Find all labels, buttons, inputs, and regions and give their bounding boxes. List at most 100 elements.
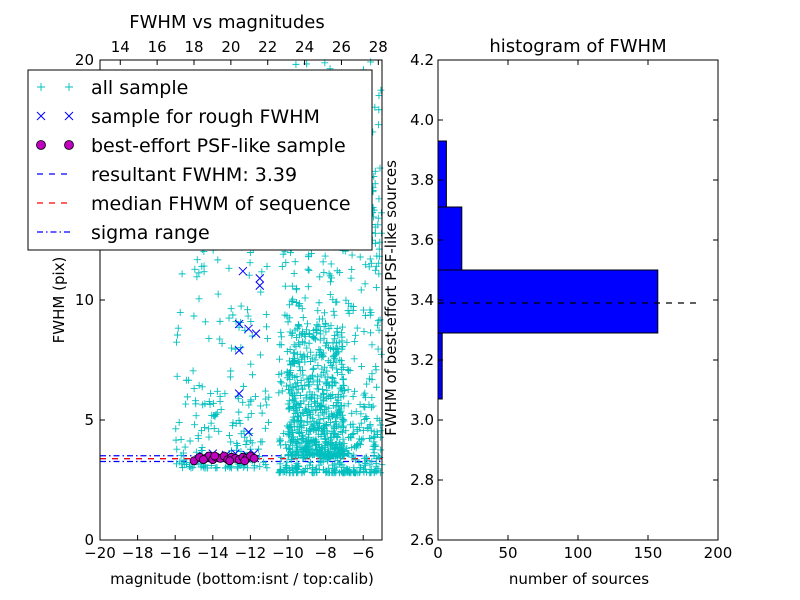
all-sample-point	[366, 311, 374, 319]
all-sample-point	[295, 323, 303, 331]
all-sample-point	[303, 353, 311, 361]
all-sample-point	[210, 424, 218, 432]
all-sample-point	[275, 389, 283, 397]
all-sample-point	[316, 336, 324, 344]
all-sample-point	[319, 258, 327, 266]
all-sample-point	[212, 411, 220, 419]
all-sample-point	[336, 402, 344, 410]
all-sample-point	[298, 409, 306, 417]
top-x-tick-label: 28	[369, 38, 388, 56]
all-sample-point	[284, 386, 292, 394]
all-sample-point	[258, 268, 266, 276]
all-sample-point	[205, 335, 213, 343]
all-sample-point	[322, 422, 330, 430]
all-sample-point	[292, 60, 300, 68]
all-sample-point	[180, 456, 188, 464]
all-sample-point	[289, 383, 297, 391]
all-sample-point	[293, 372, 301, 380]
all-sample-point	[261, 424, 269, 432]
all-sample-point	[258, 409, 266, 417]
all-sample-point	[232, 419, 240, 427]
all-sample-point	[377, 350, 385, 358]
all-sample-point	[311, 356, 319, 364]
histogram-ticks: 0 50 100 150 200 2.6 2.8 3.0 3.2 3.4 3.6 3.8 4.0 4.2	[410, 51, 732, 562]
all-sample-point	[313, 437, 321, 445]
all-sample-point	[326, 291, 334, 299]
all-sample-point	[246, 259, 254, 267]
all-sample-point	[286, 421, 294, 429]
all-sample-point	[314, 307, 322, 315]
all-sample-point	[361, 389, 369, 397]
y-tick-label: 4.2	[410, 51, 434, 69]
all-sample-point	[371, 239, 379, 247]
legend-label: sample for rough FWHM	[91, 106, 320, 128]
all-sample-point	[234, 442, 242, 450]
legend-marker	[64, 111, 74, 121]
all-sample-point	[305, 382, 313, 390]
all-sample-point	[375, 326, 383, 334]
all-sample-point	[286, 346, 294, 354]
all-sample-point	[373, 428, 381, 436]
all-sample-point	[316, 416, 324, 424]
all-sample-point	[331, 430, 339, 438]
all-sample-point	[350, 451, 358, 459]
all-sample-point	[333, 369, 341, 377]
all-sample-point	[356, 253, 364, 261]
all-sample-point	[357, 286, 365, 294]
all-sample-point	[172, 425, 180, 433]
y-tick-label: 20	[75, 51, 94, 69]
all-sample-point	[325, 464, 333, 472]
all-sample-point	[213, 387, 221, 395]
all-sample-point	[263, 464, 271, 472]
all-sample-point	[305, 380, 313, 388]
legend-marker	[36, 140, 46, 150]
all-sample-point	[303, 465, 311, 473]
all-sample-point	[374, 321, 382, 329]
all-sample-point	[291, 356, 299, 364]
all-sample-point	[339, 469, 347, 477]
all-sample-point	[331, 331, 339, 339]
all-sample-point	[352, 456, 360, 464]
all-sample-point	[368, 457, 376, 465]
best-effort-points	[189, 451, 259, 466]
all-sample-point	[200, 262, 208, 270]
all-sample-point	[215, 427, 223, 435]
all-sample-point	[357, 436, 365, 444]
all-sample-point	[362, 393, 370, 401]
all-sample-point	[332, 379, 340, 387]
all-sample-point	[367, 329, 375, 337]
all-sample-point	[337, 386, 345, 394]
all-sample-point	[348, 444, 356, 452]
all-sample-point	[318, 408, 326, 416]
rough-sample-point	[255, 274, 265, 283]
best-effort-point	[210, 451, 220, 461]
all-sample-point	[300, 452, 308, 460]
all-sample-point	[306, 426, 314, 434]
all-sample-point	[353, 426, 361, 434]
all-sample-point	[182, 400, 190, 408]
x-tick-label: 0	[433, 544, 443, 562]
all-sample-point	[294, 466, 302, 474]
all-sample-point	[340, 392, 348, 400]
y-tick-label: 3.2	[410, 351, 434, 369]
all-sample-point	[327, 418, 335, 426]
all-sample-point	[282, 463, 290, 471]
all-sample-point	[260, 458, 268, 466]
all-sample-point	[296, 299, 304, 307]
rough-sample-point	[244, 324, 253, 334]
all-sample-point	[357, 419, 365, 427]
all-sample-point	[327, 274, 335, 282]
all-sample-point	[276, 435, 284, 443]
all-sample-point	[313, 449, 321, 457]
all-sample-point	[289, 413, 297, 421]
all-sample-point	[205, 433, 213, 441]
all-sample-point	[305, 339, 313, 347]
all-sample-point	[331, 378, 339, 386]
all-sample-point	[358, 362, 366, 370]
all-sample-point	[276, 341, 284, 349]
all-sample-point	[368, 341, 376, 349]
all-sample-point	[284, 431, 292, 439]
all-sample-point	[356, 401, 364, 409]
all-sample-point	[276, 467, 284, 475]
all-sample-point	[357, 463, 365, 471]
